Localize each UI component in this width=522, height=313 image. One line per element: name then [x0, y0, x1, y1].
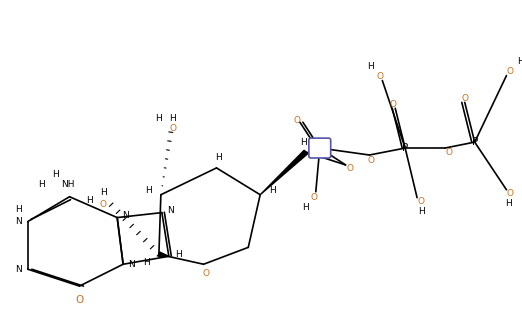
Text: O: O	[461, 94, 468, 103]
Text: H: H	[301, 138, 307, 146]
Text: H: H	[52, 170, 59, 179]
Text: N: N	[16, 265, 22, 274]
Text: O: O	[293, 116, 301, 125]
Text: N: N	[122, 211, 128, 220]
Text: O: O	[169, 124, 176, 133]
Text: H: H	[505, 199, 512, 208]
Text: O: O	[418, 197, 424, 206]
Text: O: O	[507, 67, 514, 76]
Text: O: O	[377, 72, 384, 81]
Text: H: H	[86, 196, 93, 205]
Text: O: O	[310, 193, 317, 202]
Text: O: O	[368, 156, 375, 166]
Text: H: H	[156, 114, 162, 123]
Text: P: P	[402, 143, 408, 153]
Text: Abs: Abs	[314, 152, 326, 157]
Text: H: H	[16, 205, 22, 214]
Text: N: N	[16, 217, 22, 226]
Text: H: H	[314, 144, 321, 152]
Text: NH: NH	[61, 180, 74, 189]
Text: N: N	[128, 260, 135, 269]
Text: H: H	[269, 186, 276, 195]
Polygon shape	[158, 252, 169, 257]
Text: O: O	[202, 269, 209, 278]
Text: P: P	[317, 142, 323, 152]
Text: H: H	[144, 258, 150, 267]
Text: N: N	[168, 206, 174, 215]
Text: H: H	[38, 180, 45, 189]
Text: H: H	[215, 153, 222, 162]
FancyBboxPatch shape	[309, 138, 331, 158]
Text: O: O	[75, 295, 84, 305]
Text: H: H	[418, 207, 424, 216]
Polygon shape	[260, 150, 307, 195]
Text: O: O	[507, 189, 514, 198]
Text: H: H	[170, 114, 176, 123]
Text: H: H	[175, 250, 182, 259]
Text: O: O	[346, 164, 353, 173]
Text: O: O	[100, 200, 107, 209]
Text: H: H	[100, 188, 106, 197]
Text: O: O	[445, 147, 453, 156]
Text: H: H	[367, 62, 374, 71]
Text: O: O	[390, 100, 397, 109]
Text: H: H	[517, 57, 522, 66]
Text: H: H	[302, 203, 309, 212]
Text: P: P	[471, 137, 478, 147]
Text: H: H	[146, 186, 152, 195]
